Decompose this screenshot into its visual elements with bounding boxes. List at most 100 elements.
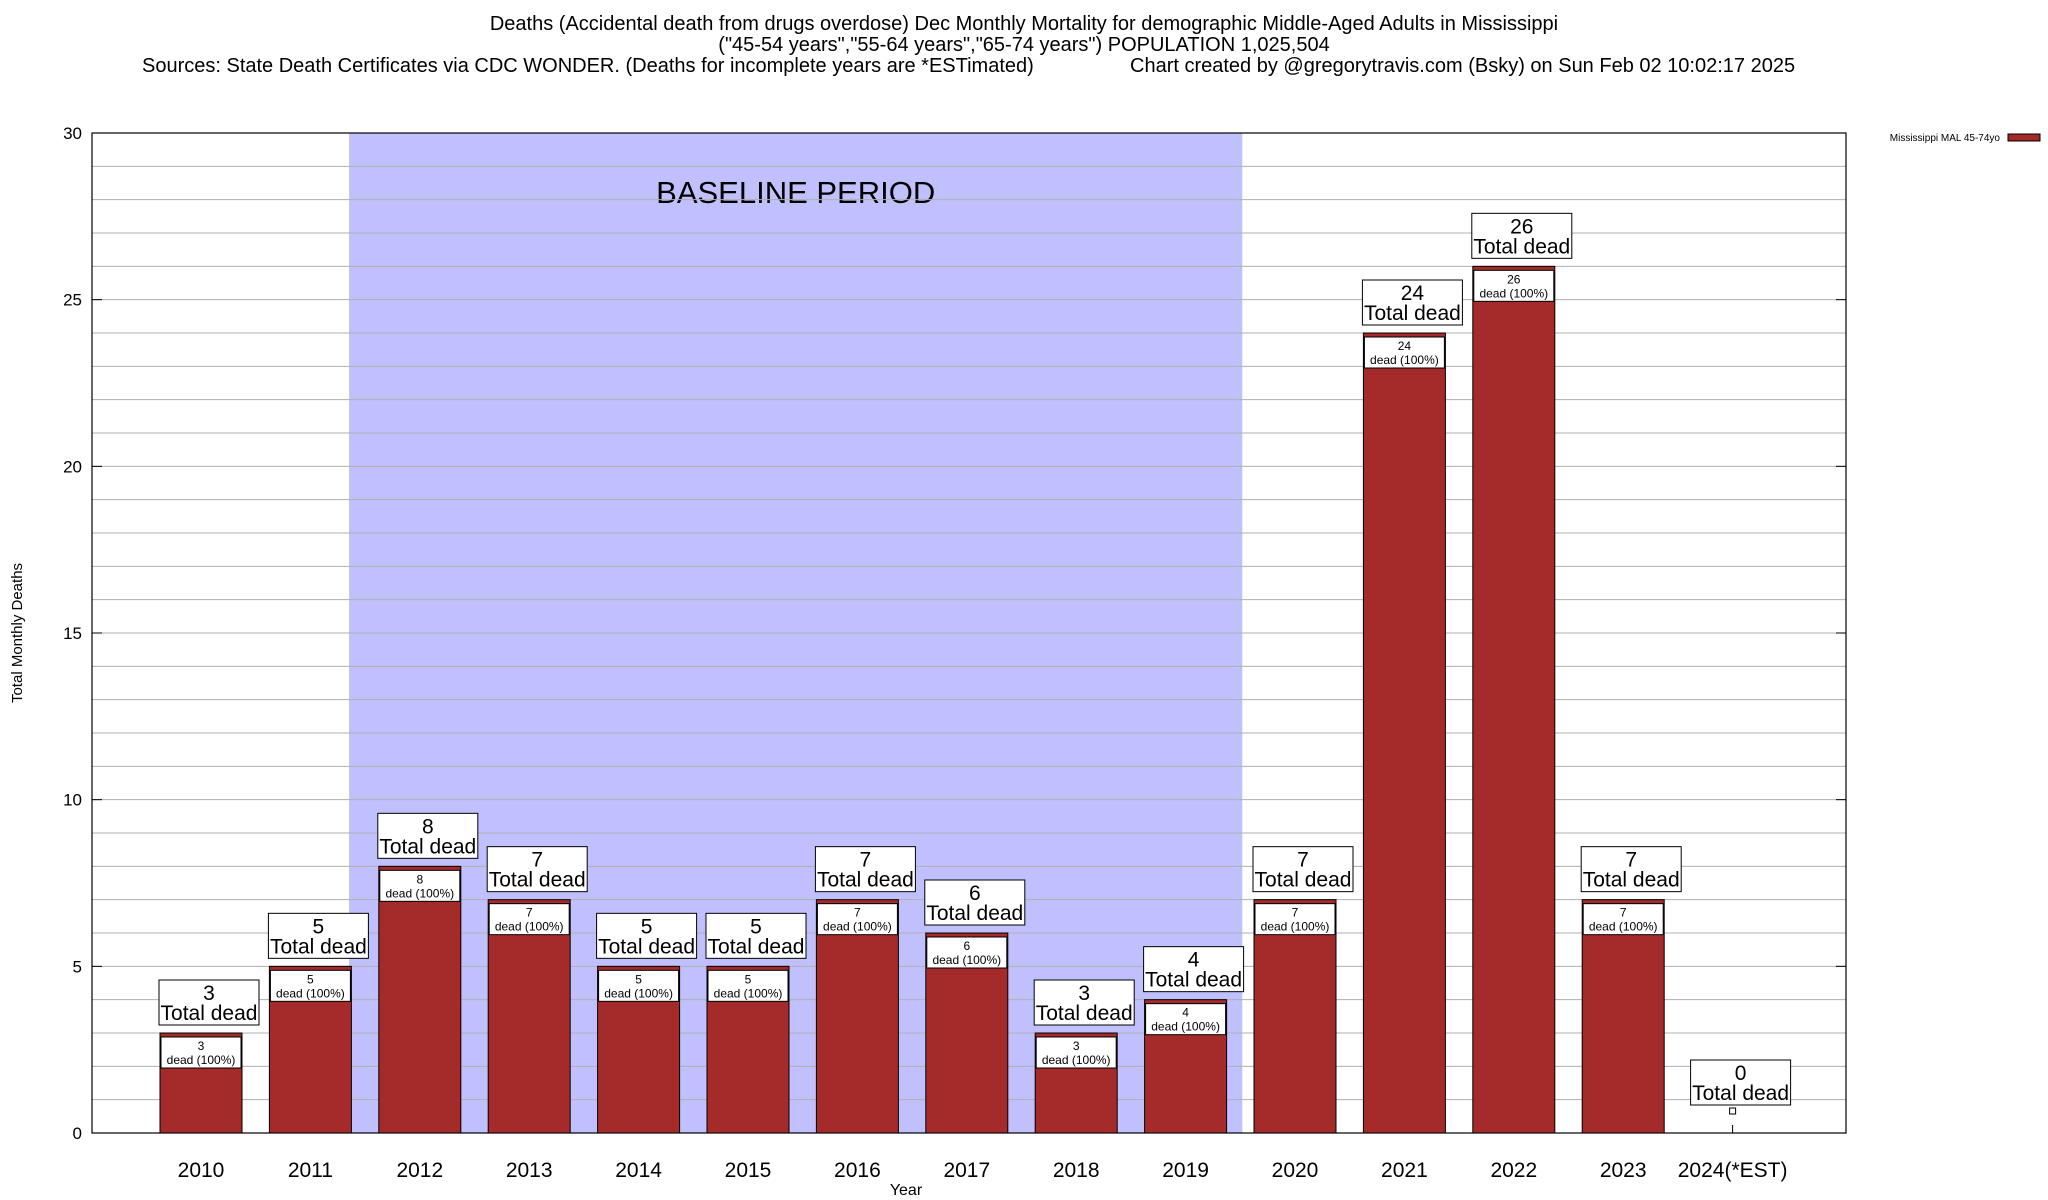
segment-value-label: 7 xyxy=(1620,906,1627,920)
title-line-1: Deaths (Accidental death from drugs over… xyxy=(489,13,1559,35)
total-caption-label: Total dead xyxy=(708,935,805,958)
bar xyxy=(378,865,462,1134)
segment-value-label: 5 xyxy=(745,972,752,986)
total-caption-label: Total dead xyxy=(817,869,914,892)
x-tick-label: 2012 xyxy=(396,1159,443,1182)
x-tick-label: 2014 xyxy=(615,1159,662,1182)
segment-value-label: 3 xyxy=(1073,1039,1080,1053)
y-axis-label: Total Monthly Deaths xyxy=(9,563,26,703)
segment-percent-label: dead (100%) xyxy=(1479,286,1548,300)
segment-percent-label: dead (100%) xyxy=(1151,1020,1220,1034)
bar xyxy=(1581,899,1665,1134)
total-caption-label: Total dead xyxy=(379,835,476,858)
x-tick-label: 2024(*EST) xyxy=(1678,1159,1788,1182)
segment-percent-label: dead (100%) xyxy=(495,920,564,934)
segment-label-box xyxy=(598,969,680,1002)
segment-value-label: 5 xyxy=(307,972,314,986)
y-tick-label: 25 xyxy=(63,291,82,310)
total-caption-label: Total dead xyxy=(1473,235,1570,258)
total-caption-label: Total dead xyxy=(1255,869,1352,892)
segment-percent-label: dead (100%) xyxy=(1370,353,1439,367)
bar xyxy=(1472,265,1556,1134)
total-label-box xyxy=(924,879,1026,926)
segment-label-box xyxy=(160,1036,242,1069)
total-label-box xyxy=(814,846,916,893)
total-label-box xyxy=(1690,1059,1792,1106)
total-value-label: 7 xyxy=(1625,849,1637,872)
total-label-box xyxy=(705,912,807,959)
total-caption-label: Total dead xyxy=(1583,869,1680,892)
segment-percent-label: dead (100%) xyxy=(932,953,1001,967)
total-value-label: 7 xyxy=(531,849,543,872)
total-label-box xyxy=(486,846,588,893)
total-label-box xyxy=(267,912,369,959)
total-value-label: 26 xyxy=(1510,215,1533,238)
segment-value-label: 7 xyxy=(854,906,861,920)
segment-value-label: 5 xyxy=(635,972,642,986)
segment-label-box xyxy=(269,969,351,1002)
x-tick-label: 2016 xyxy=(834,1159,881,1182)
total-value-label: 0 xyxy=(1735,1062,1747,1085)
segment-value-label: 7 xyxy=(1292,906,1299,920)
total-label-box xyxy=(1033,979,1135,1026)
bar xyxy=(1253,899,1337,1134)
total-label-box xyxy=(1361,279,1463,326)
sources-row: Sources: State Death Certificates via CD… xyxy=(0,55,2048,77)
total-label-box xyxy=(1471,212,1573,259)
x-tick-label: 2018 xyxy=(1053,1159,1100,1182)
segment-value-label: 24 xyxy=(1398,339,1412,353)
x-tick-label: 2023 xyxy=(1600,1159,1647,1182)
total-caption-label: Total dead xyxy=(161,1002,258,1025)
total-caption-label: Total dead xyxy=(1364,302,1461,325)
total-value-label: 4 xyxy=(1188,949,1200,972)
total-caption-label: Total dead xyxy=(926,902,1023,925)
credit-text: Chart created by @gregorytravis.com (Bsk… xyxy=(1130,55,1796,77)
x-tick-label: 2010 xyxy=(178,1159,225,1182)
y-tick-label: 20 xyxy=(63,457,82,476)
segment-percent-label: dead (100%) xyxy=(385,886,454,900)
total-value-label: 24 xyxy=(1401,282,1425,305)
bar xyxy=(1362,332,1446,1134)
segment-value-label: 8 xyxy=(416,872,423,886)
segment-label-box xyxy=(707,969,789,1002)
segment-label-box xyxy=(816,903,898,936)
segment-label-box xyxy=(488,903,570,936)
total-value-label: 5 xyxy=(641,915,653,938)
x-tick-label: 2019 xyxy=(1162,1159,1209,1182)
x-tick-label: 2020 xyxy=(1272,1159,1319,1182)
x-tick-label: 2015 xyxy=(725,1159,772,1182)
total-label-box xyxy=(377,812,479,859)
total-label-box xyxy=(596,912,698,959)
total-label-box xyxy=(158,979,260,1026)
total-label-box xyxy=(1143,946,1245,993)
bar xyxy=(487,899,571,1134)
total-value-label: 5 xyxy=(750,915,762,938)
total-caption-label: Total dead xyxy=(1036,1002,1133,1025)
total-caption-label: Total dead xyxy=(489,869,586,892)
total-caption-label: Total dead xyxy=(1692,1082,1789,1105)
segment-value-label: 4 xyxy=(1182,1006,1189,1020)
x-tick-label: 2022 xyxy=(1490,1159,1537,1182)
segment-label-box xyxy=(926,936,1008,969)
baseline-label: BASELINE PERIOD xyxy=(656,175,935,210)
legend-swatch xyxy=(2007,133,2041,142)
segment-value-label: 26 xyxy=(1507,272,1521,286)
x-tick-label: 2021 xyxy=(1381,1159,1428,1182)
total-value-label: 6 xyxy=(969,882,981,905)
segment-percent-label: dead (100%) xyxy=(1042,1053,1111,1067)
chart-title: Deaths (Accidental death from drugs over… xyxy=(0,14,2048,56)
segment-value-label: 6 xyxy=(963,939,970,953)
segment-label-box xyxy=(1582,903,1664,936)
total-caption-label: Total dead xyxy=(270,935,367,958)
segment-value-label: 7 xyxy=(526,906,533,920)
zero-marker xyxy=(1729,1107,1737,1115)
total-value-label: 3 xyxy=(203,982,215,1005)
segment-label-box xyxy=(1145,1003,1227,1036)
segment-label-box xyxy=(1035,1036,1117,1069)
x-axis-label: Year xyxy=(890,1182,923,1199)
total-value-label: 7 xyxy=(1297,849,1309,872)
segment-percent-label: dead (100%) xyxy=(714,986,783,1000)
segment-percent-label: dead (100%) xyxy=(167,1053,236,1067)
total-value-label: 7 xyxy=(860,849,872,872)
